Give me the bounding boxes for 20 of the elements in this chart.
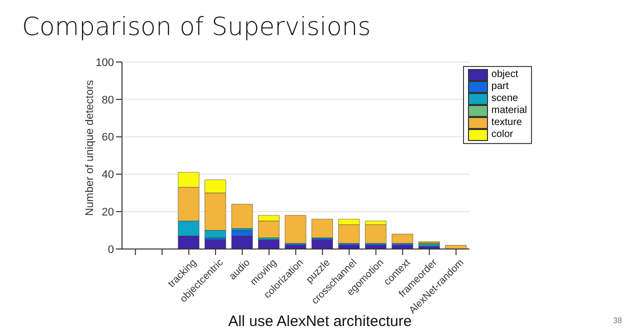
- legend-label: color: [491, 129, 514, 141]
- y-tick-label: 60: [102, 132, 114, 144]
- bar: [312, 218, 333, 238]
- y-tick-label: 20: [102, 206, 114, 219]
- legend-label: scene: [491, 93, 518, 105]
- y-tick-label: 100: [96, 56, 114, 69]
- text: 38: [613, 316, 622, 325]
- legend-label: object: [491, 69, 518, 81]
- legend-label: part: [491, 81, 509, 93]
- bar: [365, 224, 386, 244]
- y-tick-label: 80: [102, 94, 114, 106]
- y-tick-label: 0: [108, 244, 114, 256]
- legend-label: texture: [491, 117, 522, 129]
- y-axis-title: Number of unique detectors: [84, 80, 96, 216]
- y-tick-label: 40: [102, 169, 114, 182]
- bar: [392, 234, 414, 244]
- text: All use AlexNet architecture: [228, 313, 412, 330]
- chart-title: Comparison of Supervisions: [22, 12, 371, 41]
- bar: [284, 215, 306, 244]
- legend-label: material: [491, 105, 527, 117]
